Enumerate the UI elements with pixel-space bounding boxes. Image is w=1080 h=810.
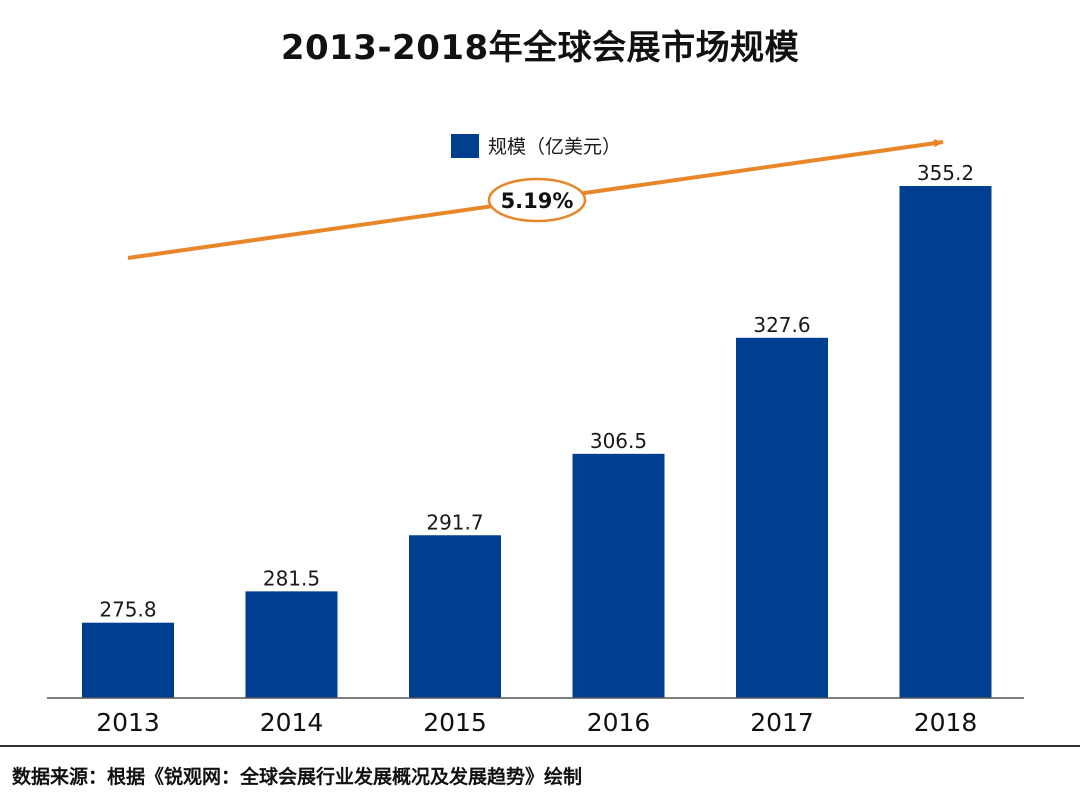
legend: 规模（亿美元）	[451, 134, 621, 158]
bar-2017	[736, 337, 828, 698]
growth-rate-label: 5.19%	[501, 189, 574, 213]
bar-2013	[82, 622, 174, 698]
data-label-2015: 291.7	[426, 510, 483, 534]
x-tick-label-2016: 2016	[587, 708, 651, 737]
legend-label: 规模（亿美元）	[488, 136, 621, 158]
x-tick-label-2013: 2013	[96, 708, 160, 737]
chart-title: 2013-2018年全球会展市场规模	[280, 28, 800, 68]
data-label-2016: 306.5	[590, 429, 647, 453]
source-note: 数据来源：根据《锐观网：全球会展行业发展概况及发展趋势》绘制	[12, 766, 583, 788]
data-label-2014: 281.5	[263, 566, 320, 590]
bar-chart: 规模（亿美元） 275.8 2013 281.5 2014 291.7 2015 306.5…	[47, 134, 1024, 737]
data-label-2013: 275.8	[99, 598, 156, 622]
x-tick-label-2014: 2014	[260, 708, 324, 737]
x-tick-label-2018: 2018	[914, 708, 978, 737]
legend-swatch	[451, 134, 479, 158]
x-tick-label-2017: 2017	[750, 708, 814, 737]
bar-2014	[245, 591, 338, 698]
data-label-2017: 327.6	[753, 313, 810, 337]
x-tick-label-2015: 2015	[423, 708, 487, 737]
source-divider	[0, 745, 1080, 747]
bar-2016	[572, 453, 665, 698]
data-label-2018: 355.2	[917, 161, 974, 185]
bar-2015	[409, 535, 501, 698]
bar-2018	[899, 186, 992, 698]
growth-rate-ellipse	[487, 177, 587, 223]
